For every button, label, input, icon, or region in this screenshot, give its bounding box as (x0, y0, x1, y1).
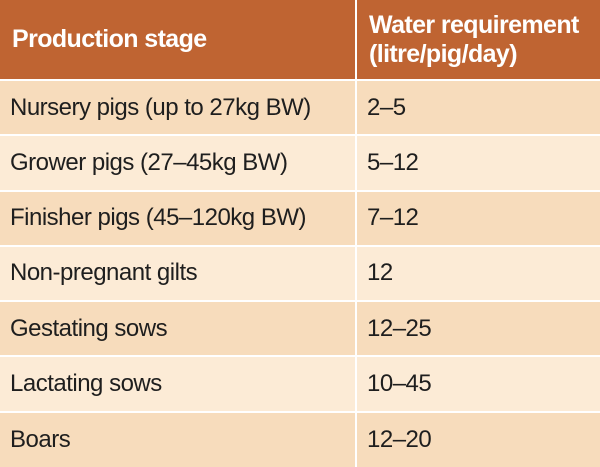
table-header: Production stage Water requirement (litre… (0, 0, 600, 80)
water-requirement-cell: 12 (355, 244, 600, 302)
header-water-requirement-line1: Water requirement (369, 10, 579, 39)
table-row: Lactating sows 10–45 (0, 355, 600, 412)
table-row: Non-pregnant gilts 12 (0, 244, 600, 302)
table-row: Gestating sows 12–25 (0, 300, 600, 357)
production-stage-cell: Nursery pigs (up to 27kg BW) (0, 78, 356, 136)
header-row: Production stage Water requirement (litre… (0, 0, 600, 80)
table-row: Boars 12–20 (0, 410, 600, 467)
table-row: Finisher pigs (45–120kg BW) 7–12 (0, 189, 600, 246)
table-row: Grower pigs (27–45kg BW) 5–12 (0, 134, 600, 191)
water-requirement-cell: 12–20 (355, 410, 600, 467)
water-requirement-cell: 7–12 (355, 189, 600, 246)
production-stage-cell: Non-pregnant gilts (0, 244, 356, 302)
header-production-stage: Production stage (0, 0, 356, 80)
header-water-requirement-line2: (litre/pig/day) (369, 39, 518, 68)
table-row: Nursery pigs (up to 27kg BW) 2–5 (0, 78, 600, 136)
table-body: Nursery pigs (up to 27kg BW) 2–5 Grower … (0, 78, 600, 467)
production-stage-cell: Grower pigs (27–45kg BW) (0, 134, 356, 191)
water-requirement-cell: 10–45 (355, 355, 600, 412)
production-stage-cell: Gestating sows (0, 300, 356, 357)
production-stage-cell: Finisher pigs (45–120kg BW) (0, 189, 356, 246)
production-stage-cell: Boars (0, 410, 356, 467)
water-requirement-cell: 2–5 (355, 78, 600, 136)
production-stage-cell: Lactating sows (0, 355, 356, 412)
water-requirement-cell: 12–25 (355, 300, 600, 357)
header-water-requirement: Water requirement (litre/pig/day) (355, 0, 600, 80)
water-requirement-cell: 5–12 (355, 134, 600, 191)
